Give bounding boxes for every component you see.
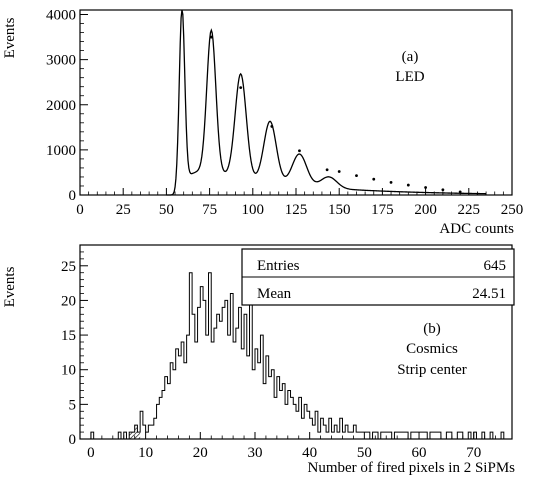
panel-a-x-tick-label: 100 bbox=[242, 202, 265, 218]
stats-entries-label: Entries bbox=[257, 258, 300, 274]
panel-b-x-tick-label: 70 bbox=[466, 445, 481, 461]
panel-a-y-tick-label: 1000 bbox=[46, 143, 76, 159]
panel-a-annotation: LED bbox=[395, 69, 424, 85]
panel-a-marks bbox=[166, 9, 487, 196]
panel-b-y-tick-label: 25 bbox=[61, 259, 76, 275]
stats-mean-value: 24.51 bbox=[472, 286, 506, 302]
panel-a: 0 25 50 75 100 125 150 175 200 225 250 0 1000 2000 300… bbox=[2, 8, 523, 237]
panel-b-x-tick-label: 30 bbox=[247, 445, 262, 461]
panel-b-annotation-line-1: Cosmics bbox=[406, 341, 458, 357]
panel-a-x-tick-label: 150 bbox=[328, 202, 351, 218]
panel-b-y-tick-label: 20 bbox=[61, 293, 76, 309]
panel-a-x-tick-label: 0 bbox=[76, 202, 84, 218]
panel-a-y-axis-label: Events bbox=[2, 17, 18, 58]
panel-a-spectrum-line bbox=[166, 9, 487, 196]
panel-a-data-point bbox=[209, 35, 213, 39]
panel-a-x-tick-label: 225 bbox=[458, 202, 481, 218]
panel-a-x-tick-label: 175 bbox=[371, 202, 394, 218]
panel-a-x-tick-label: 25 bbox=[116, 202, 131, 218]
panel-a-x-tick-label: 250 bbox=[501, 202, 524, 218]
panel-a-data-point bbox=[406, 183, 410, 187]
panel-b-label: (b) bbox=[423, 321, 441, 337]
panel-b-x-tick-label: 10 bbox=[138, 445, 153, 461]
panel-b-hatched-bin bbox=[134, 425, 138, 439]
panel-a-x-tick-label: 200 bbox=[414, 202, 437, 218]
panel-b-y-tick-label: 0 bbox=[69, 432, 77, 448]
panel-a-data-point bbox=[298, 149, 301, 153]
panel-b-x-tick-label: 40 bbox=[302, 445, 317, 461]
panel-b-x-axis-label: Number of fired pixels in 2 SiPMs bbox=[308, 460, 516, 476]
panel-b-x-tick-label: 0 bbox=[87, 445, 95, 461]
panel-a-data-point bbox=[458, 190, 462, 194]
panel-a-y-tick-label: 4000 bbox=[46, 8, 76, 24]
panel-a-axes: 0 25 50 75 100 125 150 175 200 225 250 0 1000 2000 300… bbox=[46, 8, 523, 218]
panel-b-histogram bbox=[90, 272, 507, 440]
panel-b-annotation-line-2: Strip center bbox=[397, 362, 467, 378]
stats-entries-value: 645 bbox=[484, 258, 507, 274]
panel-b-hatched-bin bbox=[137, 432, 141, 439]
panel-b-y-tick-label: 10 bbox=[61, 363, 76, 379]
panel-a-frame bbox=[79, 9, 513, 196]
panel-b-marks bbox=[90, 272, 507, 440]
panel-a-data-point bbox=[389, 180, 393, 184]
panel-a-x-tick-label: 75 bbox=[202, 202, 217, 218]
panel-a-data-point bbox=[270, 125, 274, 128]
panel-a-data-point bbox=[372, 177, 376, 181]
stats-box: Entries 645 Mean 24.51 bbox=[241, 248, 515, 306]
panel-b-hatched-bin bbox=[131, 432, 135, 439]
panel-b-axes: 0 10 20 30 40 50 60 70 0 5 10 15 20 25 bbox=[61, 244, 513, 461]
stats-mean-label: Mean bbox=[257, 286, 292, 302]
panel-b-x-tick-label: 60 bbox=[412, 445, 427, 461]
panel-a-y-tick-label: 3000 bbox=[46, 53, 76, 69]
panel-b-hatched-bin bbox=[129, 432, 132, 439]
panel-a-data-point bbox=[355, 174, 358, 177]
panel-a-data-point bbox=[325, 168, 329, 172]
panel-a-x-tick-label: 125 bbox=[285, 202, 308, 218]
panel-a-y-tick-label: 0 bbox=[69, 188, 77, 204]
panel-b-y-tick-label: 5 bbox=[69, 397, 77, 413]
panel-a-data-point bbox=[424, 186, 427, 189]
panel-a-x-tick-label: 50 bbox=[159, 202, 174, 218]
panel-a-data-point bbox=[239, 86, 243, 90]
panel-b: 0 10 20 30 40 50 60 70 0 5 10 15 20 25 Events Number … bbox=[2, 244, 516, 476]
panel-a-data-point bbox=[337, 170, 341, 173]
panel-b-x-tick-label: 50 bbox=[357, 445, 372, 461]
panel-a-y-tick-label: 2000 bbox=[46, 98, 76, 114]
panel-b-y-axis-label: Events bbox=[2, 266, 18, 307]
panel-a-x-axis-label: ADC counts bbox=[439, 221, 514, 237]
panel-b-x-tick-label: 20 bbox=[193, 445, 208, 461]
panel-b-y-tick-label: 15 bbox=[61, 328, 76, 344]
panel-a-data-point bbox=[441, 188, 445, 192]
panel-a-label: (a) bbox=[402, 49, 419, 65]
